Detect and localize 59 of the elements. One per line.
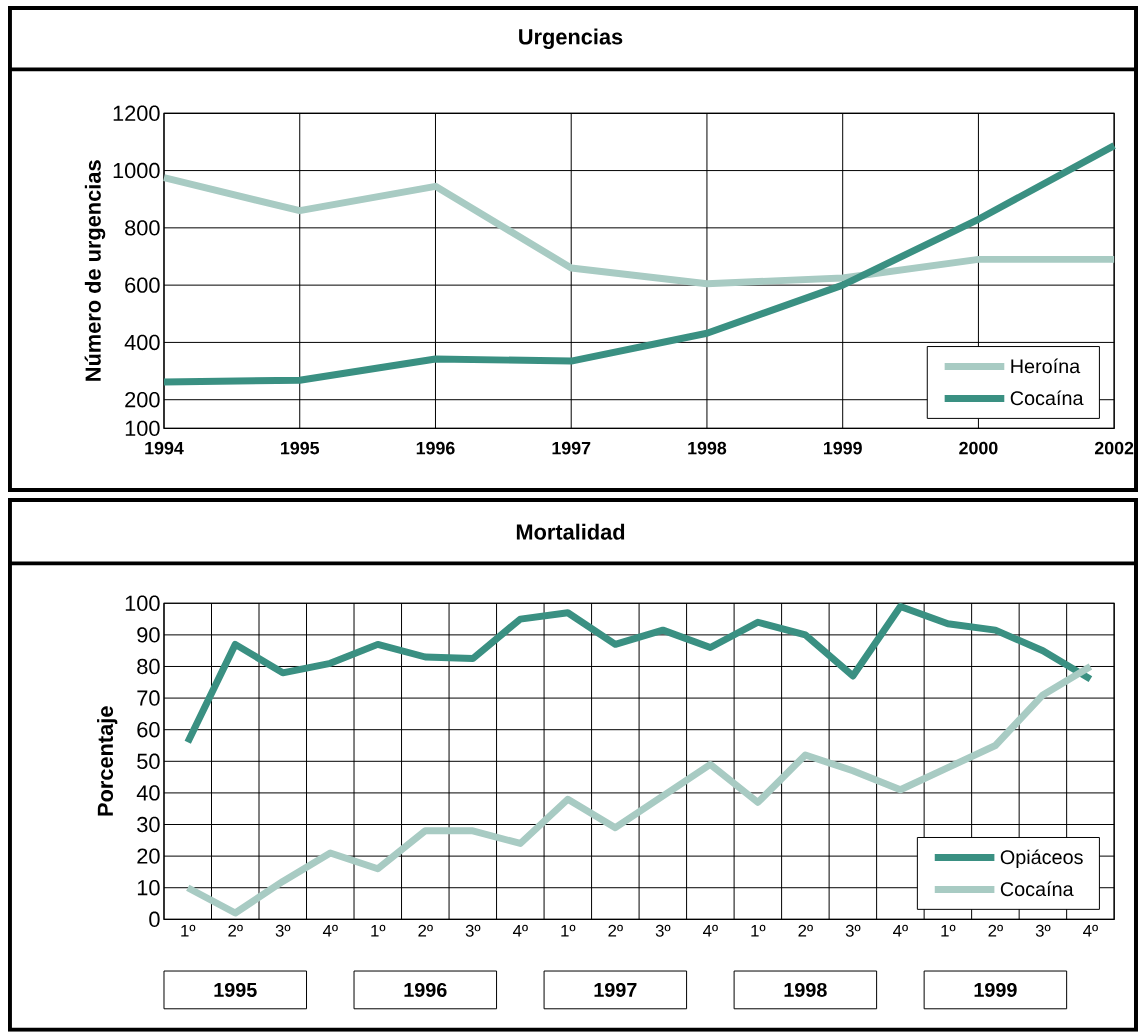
x-tick-label: 2º	[608, 924, 623, 937]
x-tick-label: 1º	[561, 924, 576, 937]
x-tick-label: 1º	[941, 924, 956, 937]
y-tick-label: 100	[125, 595, 160, 612]
x-tick-label: 2002	[1094, 441, 1134, 455]
x-tick-label: 1º	[371, 924, 386, 937]
chart-title: Urgencias	[519, 28, 623, 50]
y-tick-label: 60	[137, 722, 160, 738]
chart-title: Mortalidad	[516, 523, 625, 540]
y-tick-label: 600	[125, 277, 160, 294]
y-tick-label: 70	[137, 690, 160, 706]
y-tick-label: 200	[125, 392, 160, 408]
text: 1999	[974, 983, 1017, 998]
text: 1995	[214, 983, 257, 998]
x-tick-label: 1997	[552, 441, 591, 455]
x-tick-label: 4º	[512, 924, 528, 937]
y-tick-label: 1200	[113, 105, 160, 122]
y-tick-label: 1000	[113, 163, 160, 179]
x-tick-label: 4º	[1083, 924, 1098, 937]
x-tick-label: 1º	[181, 924, 196, 937]
x-tick-label: 1999	[823, 441, 862, 455]
y-tick-label: 100	[125, 420, 160, 437]
y-tick-label: 50	[137, 753, 160, 770]
legend-label: Cocaína	[1000, 881, 1074, 897]
x-tick-label: 4º	[702, 924, 718, 937]
x-tick-label: 1996	[416, 441, 455, 455]
y-axis-title: Porcentaje	[97, 706, 118, 816]
x-tick-label: 4º	[893, 924, 908, 937]
y-tick-label: 400	[124, 334, 160, 351]
x-tick-label: 2º	[228, 924, 243, 937]
x-tick-label: 1995	[281, 441, 320, 455]
legend-label: Heroína	[1011, 358, 1081, 374]
y-tick-label: 20	[137, 848, 160, 865]
legend-label: Cocaína	[1010, 390, 1084, 406]
text: 1997	[594, 983, 637, 998]
x-tick-label: 3º	[1035, 924, 1051, 937]
x-tick-label: 2º	[798, 924, 813, 937]
x-tick-label: 4º	[322, 924, 338, 937]
y-tick-label: 0	[149, 911, 160, 928]
text: 1996	[404, 983, 447, 998]
legend-label: Opiáceos	[1000, 849, 1083, 869]
y-tick-label: 30	[137, 816, 160, 833]
x-tick-label: 2º	[418, 924, 433, 937]
x-tick-label: 3º	[275, 924, 291, 937]
text: 1998	[784, 983, 827, 998]
x-tick-label: 3º	[465, 924, 481, 937]
x-tick-label: 1º	[751, 924, 766, 937]
y-tick-label: 10	[137, 880, 160, 896]
y-tick-label: 800	[125, 220, 160, 236]
y-tick-label: 80	[137, 658, 160, 675]
x-tick-label: 1994	[145, 441, 184, 455]
y-axis-title: Número de urgencias	[84, 160, 106, 381]
x-tick-label: 2000	[959, 441, 998, 455]
x-tick-label: 3º	[655, 924, 671, 937]
x-tick-label: 2º	[988, 924, 1003, 937]
y-tick-label: 40	[136, 785, 160, 801]
x-tick-label: 1998	[688, 441, 727, 455]
x-tick-label: 3º	[845, 924, 861, 937]
y-tick-label: 90	[137, 627, 160, 643]
